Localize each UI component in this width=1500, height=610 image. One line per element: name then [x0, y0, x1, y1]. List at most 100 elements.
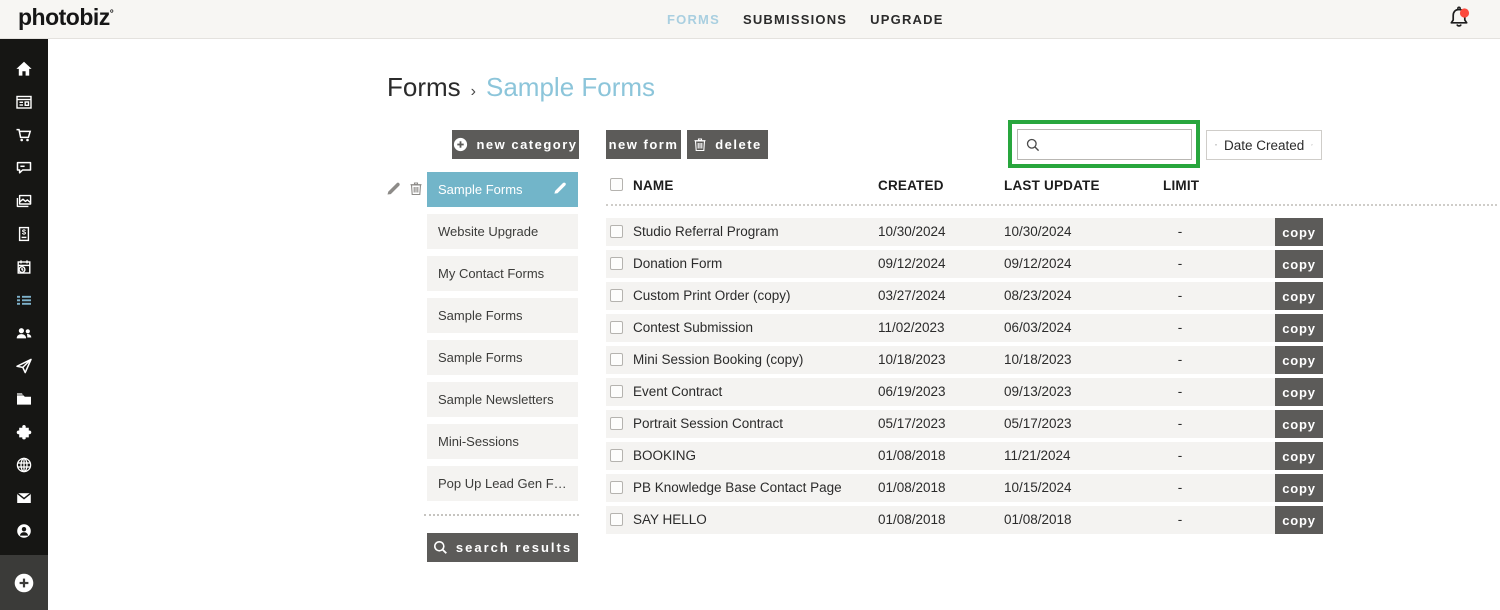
category-item[interactable]: Website Upgrade	[427, 214, 578, 249]
new-form-button[interactable]: new form	[606, 130, 681, 159]
row-checkbox[interactable]	[610, 225, 623, 238]
row-checkbox[interactable]	[610, 385, 623, 398]
scheduler-icon[interactable]	[0, 250, 48, 283]
form-name[interactable]: Donation Form	[633, 256, 723, 271]
breadcrumb: Forms › Sample Forms	[387, 72, 655, 103]
contacts-icon[interactable]	[0, 316, 48, 349]
row-checkbox[interactable]	[610, 257, 623, 270]
column-header-created[interactable]: CREATED	[878, 178, 944, 193]
photobiz-logo[interactable]: photobiz°	[18, 4, 114, 30]
marketing-icon[interactable]	[0, 349, 48, 382]
copy-button[interactable]: copy	[1275, 314, 1323, 342]
sort-dropdown[interactable]: Date Created	[1206, 130, 1322, 160]
form-name[interactable]: Studio Referral Program	[633, 224, 779, 239]
add-icon[interactable]	[0, 572, 48, 594]
form-name[interactable]: Contest Submission	[633, 320, 754, 335]
form-name[interactable]: Event Contract	[633, 384, 723, 399]
nav-item-forms[interactable]: FORMS	[667, 11, 720, 27]
form-name[interactable]: PB Knowledge Base Contact Page	[633, 480, 842, 495]
edit-pencil-icon[interactable]	[553, 181, 567, 198]
limit-value: -	[1177, 320, 1183, 335]
plus-circle-icon	[454, 137, 468, 152]
table-row: Mini Session Booking (copy) 10/18/2023 10/…	[606, 346, 1323, 374]
form-name[interactable]: BOOKING	[633, 448, 697, 463]
form-name[interactable]: Portrait Session Contract	[633, 416, 784, 431]
nav-item-submissions[interactable]: SUBMISSIONS	[742, 11, 848, 27]
category-label: Sample Forms	[438, 308, 523, 323]
select-all-checkbox[interactable]	[610, 178, 623, 191]
copy-button[interactable]: copy	[1275, 506, 1323, 534]
account-icon[interactable]	[0, 514, 48, 547]
row-checkbox[interactable]	[610, 449, 623, 462]
last-update-date: 01/08/2018	[1004, 512, 1072, 527]
cart-icon[interactable]	[0, 118, 48, 151]
table-row: Portrait Session Contract 05/17/2023 05/17…	[606, 410, 1323, 438]
top-bar: photobiz° FORMS SUBMISSIONS UPGRADE	[0, 0, 1500, 39]
row-checkbox[interactable]	[610, 417, 623, 430]
limit-value: -	[1177, 512, 1183, 527]
form-name[interactable]: Mini Session Booking (copy)	[633, 352, 804, 367]
invoice-icon[interactable]: $	[0, 217, 48, 250]
new-category-button[interactable]: new category	[452, 130, 579, 159]
search-input[interactable]	[1046, 136, 1183, 153]
category-item[interactable]: Sample Forms	[427, 340, 578, 375]
category-list: Sample Forms Website Upgrade My Contact Fo…	[427, 172, 578, 508]
forms-icon[interactable]	[0, 283, 48, 316]
home-icon[interactable]	[0, 52, 48, 85]
email-icon[interactable]	[0, 481, 48, 514]
copy-button[interactable]: copy	[1275, 250, 1323, 278]
column-header-last-update[interactable]: LAST UPDATE	[1004, 178, 1100, 193]
integrations-icon[interactable]	[0, 415, 48, 448]
category-item[interactable]: Sample Forms	[427, 298, 578, 333]
copy-button[interactable]: copy	[1275, 410, 1323, 438]
breadcrumb-root[interactable]: Forms	[387, 72, 461, 102]
edit-category-icon[interactable]	[386, 181, 401, 196]
row-checkbox[interactable]	[610, 321, 623, 334]
row-checkbox[interactable]	[610, 513, 623, 526]
last-update-date: 10/18/2023	[1004, 352, 1072, 367]
column-header-name[interactable]: NAME	[633, 178, 674, 193]
column-header-limit[interactable]: LIMIT	[1163, 178, 1200, 193]
gallery-icon[interactable]	[0, 184, 48, 217]
form-name[interactable]: SAY HELLO	[633, 512, 707, 527]
files-icon[interactable]	[0, 382, 48, 415]
copy-button[interactable]: copy	[1275, 346, 1323, 374]
limit-value: -	[1177, 224, 1183, 239]
row-checkbox[interactable]	[610, 353, 623, 366]
form-name[interactable]: Custom Print Order (copy)	[633, 288, 791, 303]
site-pages-icon[interactable]	[0, 85, 48, 118]
copy-button[interactable]: copy	[1275, 282, 1323, 310]
copy-button[interactable]: copy	[1275, 218, 1323, 246]
nav-item-upgrade[interactable]: UPGRADE	[870, 11, 944, 27]
last-update-date: 08/23/2024	[1004, 288, 1072, 303]
category-item[interactable]: Sample Forms	[427, 172, 578, 207]
table-row: PB Knowledge Base Contact Page 01/08/2018…	[606, 474, 1323, 502]
search-icon	[1026, 138, 1040, 151]
chat-icon[interactable]	[0, 151, 48, 184]
category-label: Sample Newsletters	[438, 392, 554, 407]
category-item[interactable]: Pop Up Lead Gen For…	[427, 466, 578, 501]
copy-button[interactable]: copy	[1275, 378, 1323, 406]
delete-category-icon[interactable]	[409, 181, 423, 196]
notifications-bell-icon[interactable]	[1445, 5, 1473, 33]
category-item[interactable]: Mini-Sessions	[427, 424, 578, 459]
domains-icon[interactable]	[0, 448, 48, 481]
table-row: Studio Referral Program 10/30/2024 10/30/2…	[606, 218, 1323, 246]
row-checkbox[interactable]	[610, 481, 623, 494]
category-item[interactable]: My Contact Forms	[427, 256, 578, 291]
left-panel-divider	[424, 514, 579, 516]
form-search-field[interactable]	[1017, 129, 1192, 160]
copy-button[interactable]: copy	[1275, 442, 1323, 470]
created-date: 01/08/2018	[878, 448, 946, 463]
table-row: Donation Form 09/12/2024 09/12/2024 - copy	[606, 250, 1323, 278]
search-results-button[interactable]: search results	[427, 533, 578, 562]
last-update-date: 10/15/2024	[1004, 480, 1072, 495]
limit-value: -	[1177, 256, 1183, 271]
copy-button[interactable]: copy	[1275, 474, 1323, 502]
category-item[interactable]: Sample Newsletters	[427, 382, 578, 417]
row-checkbox[interactable]	[610, 289, 623, 302]
created-date: 10/30/2024	[878, 224, 946, 239]
delete-button[interactable]: delete	[687, 130, 768, 159]
last-update-date: 06/03/2024	[1004, 320, 1072, 335]
created-date: 01/08/2018	[878, 512, 946, 527]
